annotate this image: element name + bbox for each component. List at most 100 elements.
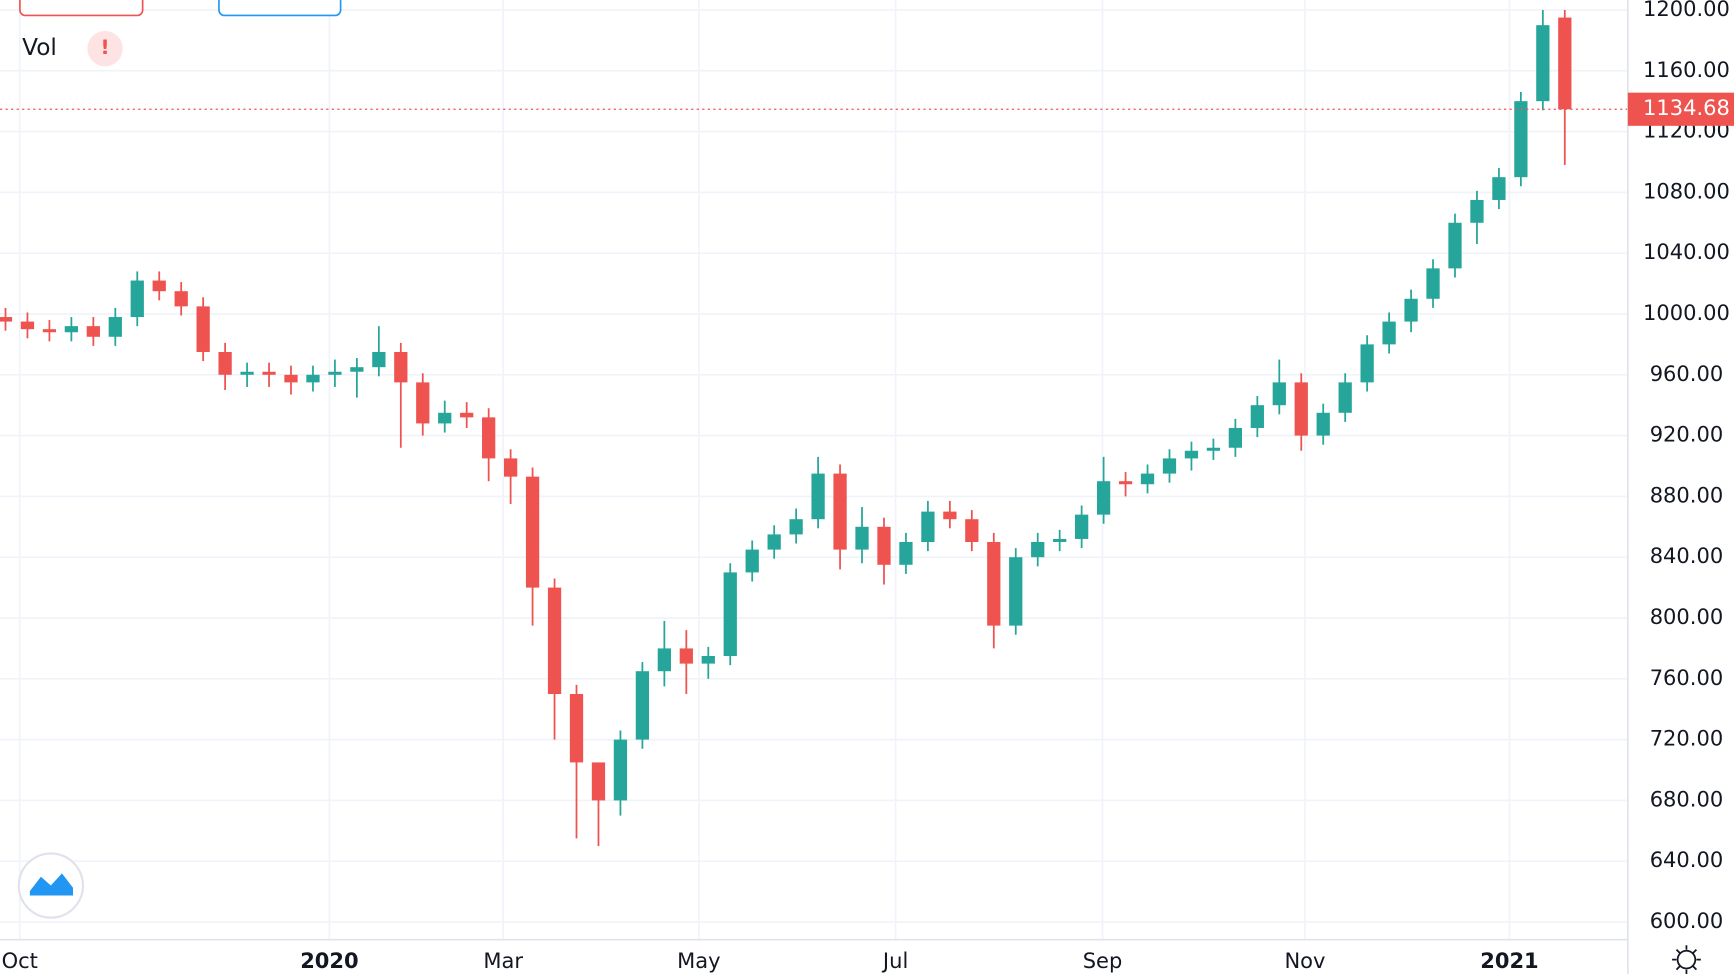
candle-body <box>1009 557 1023 626</box>
y-tick-label: 1000.00 <box>1643 301 1730 325</box>
candle-body <box>218 351 232 375</box>
candle-body <box>1096 481 1111 515</box>
candle-body <box>20 321 35 330</box>
candle-body <box>1250 405 1264 428</box>
buy-button[interactable] <box>218 0 342 17</box>
y-tick-label: 760.00 <box>1650 666 1723 690</box>
x-tick-label: 2020 <box>300 949 358 973</box>
candle-body <box>1404 298 1418 322</box>
candle-body <box>86 326 100 337</box>
candle-body <box>416 382 430 424</box>
y-tick-label: 680.00 <box>1650 787 1723 811</box>
x-tick-label: May <box>677 949 720 973</box>
y-tick-label: 1080.00 <box>1643 179 1730 203</box>
candle-body <box>965 519 979 543</box>
settings-icon[interactable] <box>1672 945 1701 974</box>
candle-body <box>547 587 562 695</box>
candle-body <box>130 280 144 318</box>
candle-body <box>1228 427 1243 448</box>
candle-body <box>745 549 759 573</box>
candle-body <box>525 476 540 588</box>
y-tick-label: 800.00 <box>1650 605 1723 629</box>
indicator-label: Vol <box>22 34 57 61</box>
candles <box>0 9 1628 847</box>
candle-body <box>1492 177 1506 200</box>
y-tick-label: 840.00 <box>1650 544 1723 568</box>
candle-body <box>1053 538 1067 543</box>
y-tick-label: 1200.00 <box>1643 0 1730 21</box>
candle-body <box>1426 268 1440 299</box>
candle-body <box>591 762 606 801</box>
candle-body <box>42 329 57 333</box>
candle-body <box>635 671 650 740</box>
candle-body <box>64 326 79 333</box>
logo-icon <box>29 873 73 896</box>
candle-body <box>284 374 298 383</box>
candle-body <box>108 317 122 337</box>
candle-body <box>987 542 1001 626</box>
grid <box>0 0 1628 940</box>
candle-body <box>943 511 957 520</box>
candle-body <box>723 572 737 657</box>
candle-body <box>613 739 628 801</box>
candle-body <box>1316 412 1330 436</box>
candle-body <box>372 351 386 368</box>
candle-body <box>877 526 891 565</box>
candle-body <box>196 306 210 352</box>
y-tick-label: 600.00 <box>1650 909 1723 933</box>
candle-body <box>921 511 935 543</box>
candle-body <box>679 648 693 664</box>
candle-body <box>1536 25 1550 102</box>
candle-body <box>767 534 781 550</box>
candle-body <box>262 371 276 375</box>
x-tick-label: Nov <box>1284 949 1325 973</box>
candle-body <box>1162 458 1177 474</box>
indicator-warning: ! <box>101 36 110 59</box>
x-tick-label: Jul <box>881 949 908 973</box>
indicator-warning-icon[interactable] <box>87 30 123 67</box>
candle-body <box>855 526 869 550</box>
sell-button[interactable] <box>19 0 144 17</box>
candle-body <box>328 371 342 375</box>
candle-body <box>1140 473 1155 485</box>
candle-body <box>789 519 803 535</box>
candle-body <box>1075 514 1089 539</box>
candle-body <box>460 412 474 418</box>
candle-body <box>1272 382 1286 406</box>
candle-body <box>1206 447 1221 451</box>
y-tick-label: 1040.00 <box>1643 240 1730 264</box>
y-tick-label: 640.00 <box>1650 848 1723 872</box>
candle-body <box>569 694 584 763</box>
candle-body <box>701 656 715 664</box>
last-price-box <box>1627 92 1734 126</box>
candle-body <box>152 280 166 292</box>
y-tick-label: 720.00 <box>1650 727 1723 751</box>
x-tick-label: Sep <box>1083 949 1123 973</box>
x-tick-label: Mar <box>483 949 523 973</box>
x-tick-label: Oct <box>2 949 38 973</box>
candle-body <box>1448 222 1462 269</box>
candle-body <box>1514 101 1528 178</box>
y-tick-label: 960.00 <box>1650 362 1723 386</box>
candle-body <box>657 648 671 672</box>
last-price-label: 1134.68 <box>1643 96 1730 120</box>
candle-body <box>1360 344 1374 383</box>
y-tick-label: 920.00 <box>1650 423 1723 447</box>
candle-body <box>1184 450 1199 459</box>
candle-body <box>174 291 188 307</box>
candle-body <box>394 351 408 383</box>
y-tick-label: 1160.00 <box>1643 58 1730 82</box>
candle-body <box>306 374 320 383</box>
candle-body <box>899 542 913 565</box>
candle-body <box>1338 382 1352 413</box>
candle-body <box>1294 382 1308 436</box>
candle-body <box>1558 17 1572 110</box>
candle-body <box>811 473 825 520</box>
candle-body <box>1031 542 1045 558</box>
candle-body <box>350 367 364 372</box>
candle-body <box>1382 321 1396 345</box>
candle-body <box>482 417 496 459</box>
